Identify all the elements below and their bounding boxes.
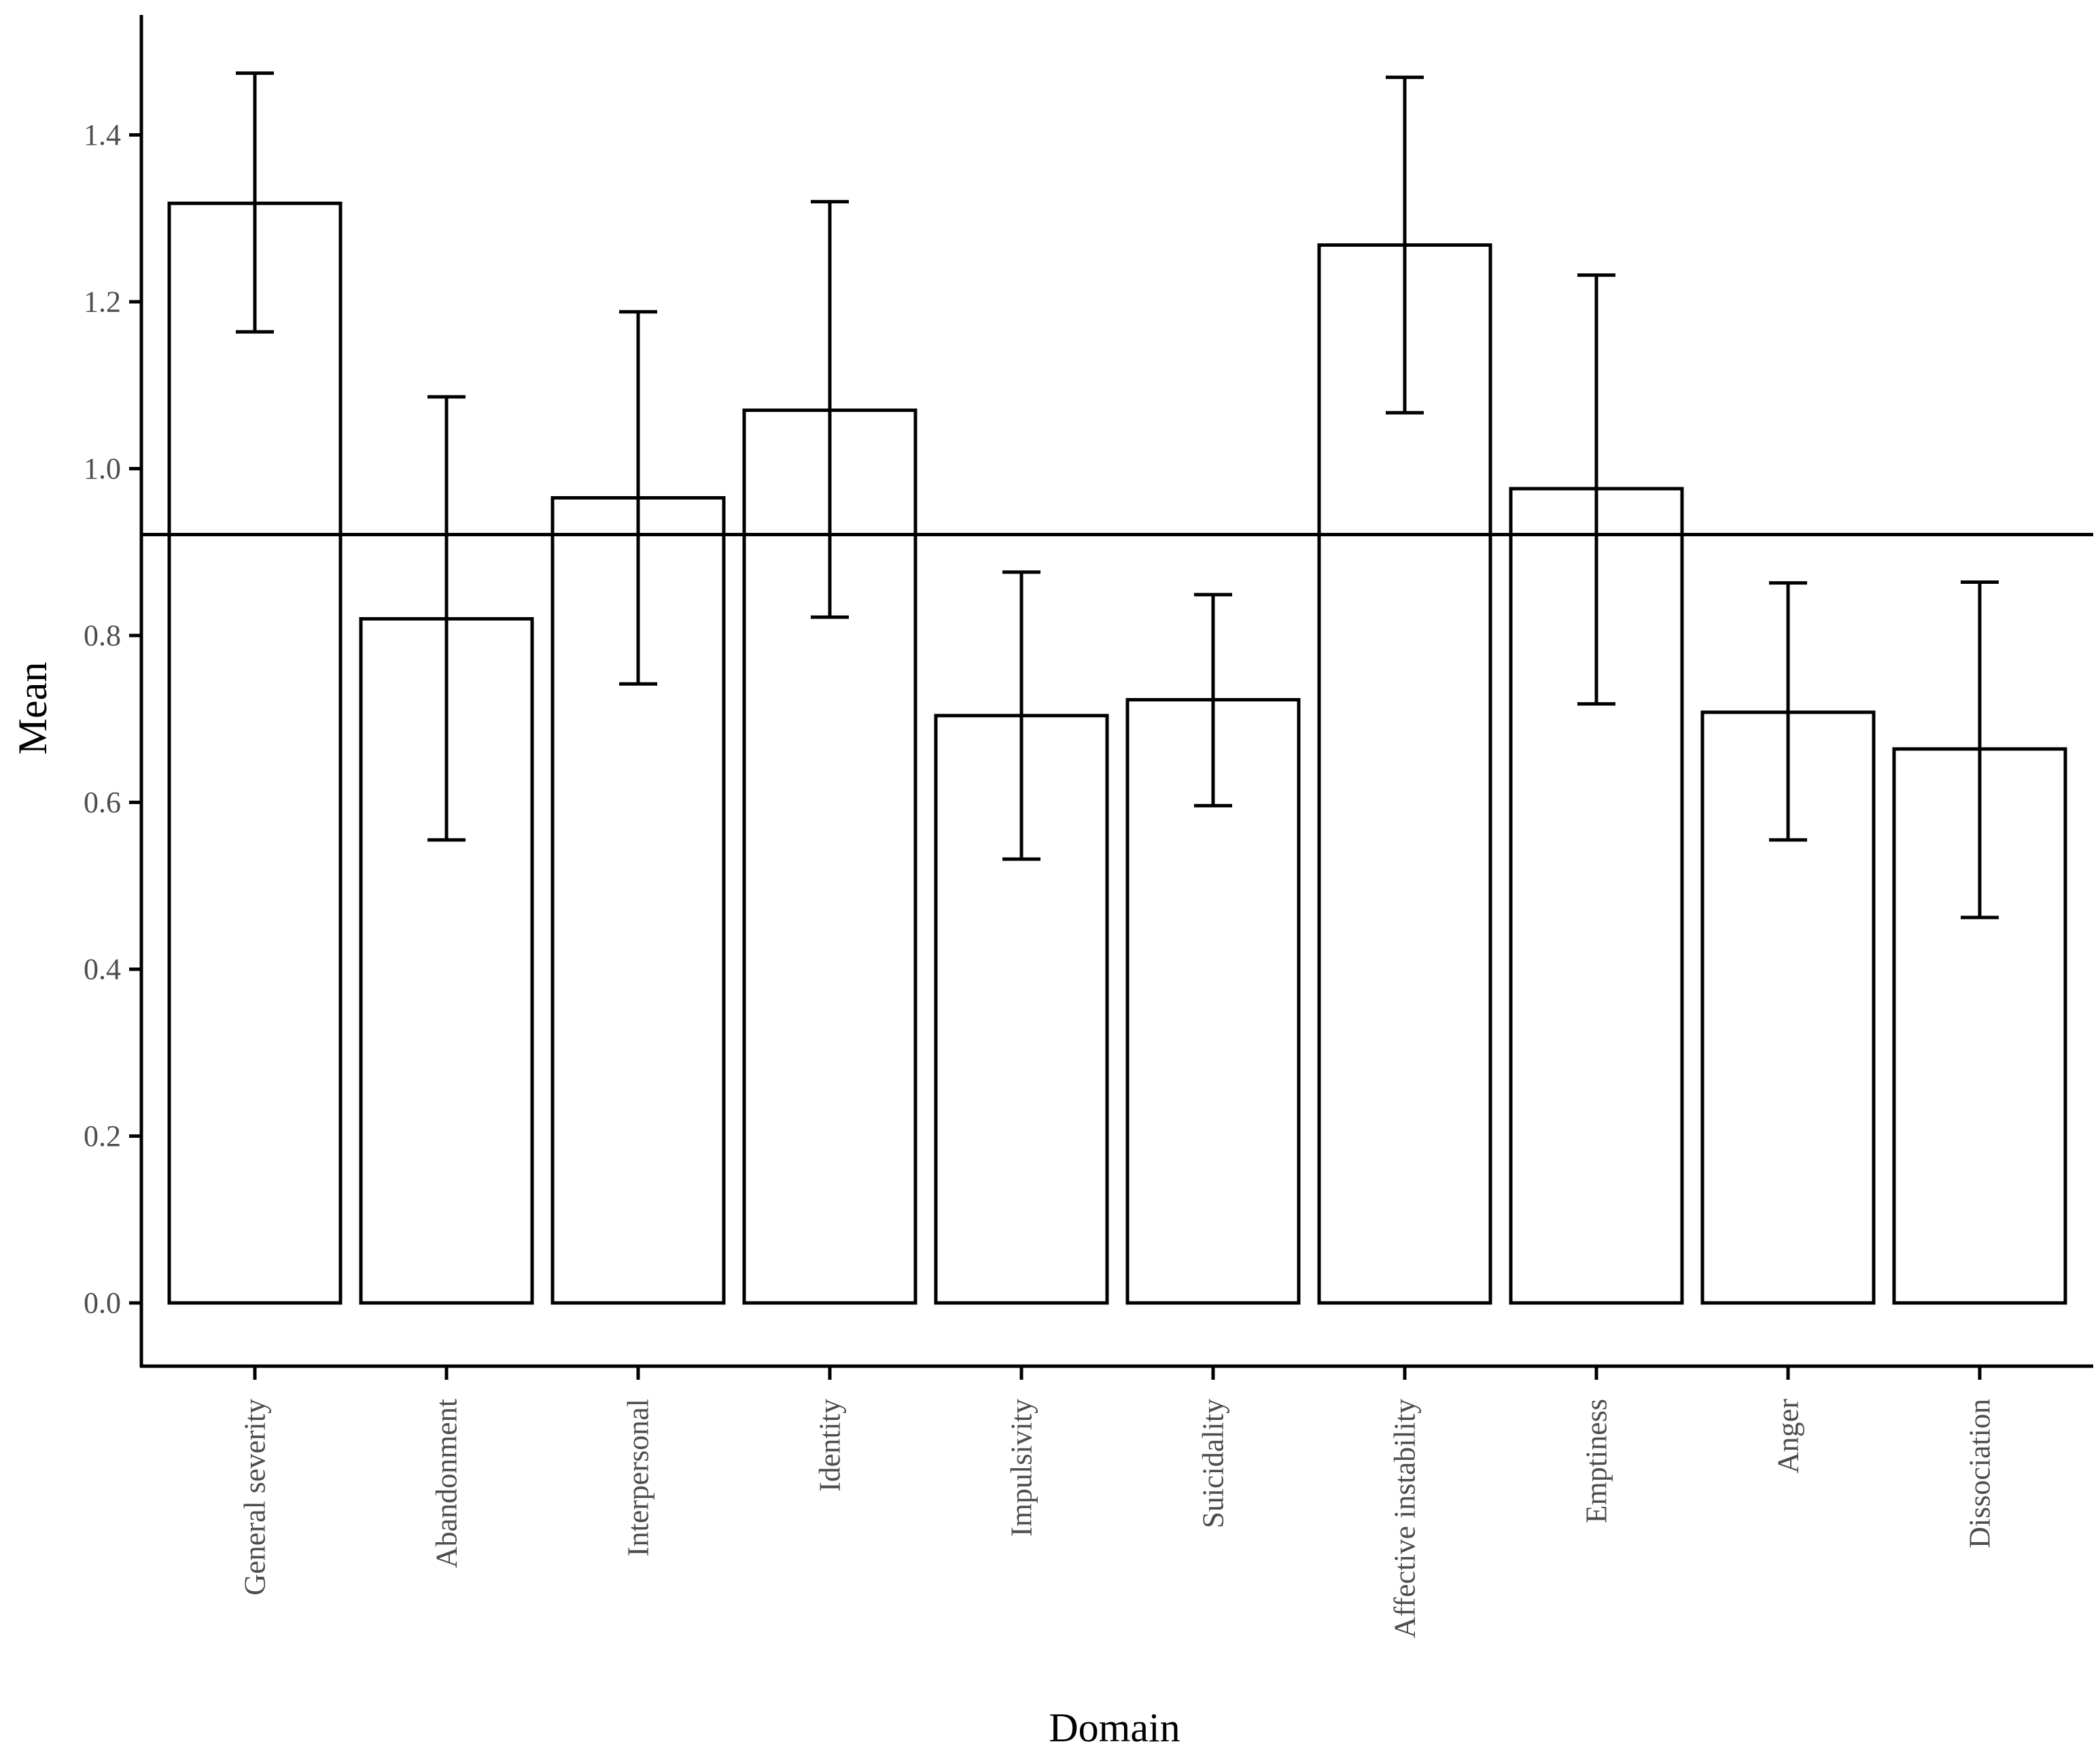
y-tick-label: 0.4	[84, 953, 121, 986]
y-axis-title: Mean	[10, 662, 55, 755]
x-tick-label: Impulsivity	[1005, 1399, 1038, 1537]
x-tick-label: Abandonment	[430, 1399, 463, 1568]
bars-layer	[167, 201, 2067, 1305]
x-tick-label: Anger	[1772, 1399, 1805, 1474]
x-tick-label: Interpersonal	[622, 1399, 655, 1556]
error-bar	[1769, 581, 1807, 842]
y-tick-label: 0.6	[84, 786, 121, 819]
y-ticks-layer: 0.0 0.2 0.4 0.6 0.8 1.0 1.2 1.4	[84, 118, 141, 1320]
bar-affective-instability	[1317, 243, 1492, 1305]
bar-general-severity	[167, 201, 343, 1305]
bar-dissociation	[1892, 747, 2067, 1305]
axes-layer	[139, 15, 2093, 1368]
x-tick-label: General severity	[239, 1399, 272, 1596]
x-tick-label: Dissociation	[1963, 1399, 1997, 1548]
x-ticks-layer: General severity Abandonment Interpersonal…	[239, 1366, 1997, 1638]
x-tick-label: Identity	[813, 1399, 847, 1492]
y-tick-label: 1.0	[84, 452, 121, 485]
error-bar	[1194, 593, 1232, 807]
x-tick-label: Affective instability	[1388, 1399, 1422, 1638]
y-tick-label: 0.2	[84, 1119, 121, 1153]
error-bar	[811, 200, 849, 619]
y-tick-label: 0.0	[84, 1287, 121, 1320]
error-bar	[1386, 75, 1424, 415]
x-tick-label: Emptiness	[1580, 1399, 1613, 1523]
error-bar	[427, 395, 466, 842]
error-bar	[1577, 273, 1615, 706]
error-bar	[619, 310, 657, 686]
x-axis-title: Domain	[1049, 1705, 1180, 1750]
y-tick-label: 0.8	[84, 619, 121, 652]
y-tick-label: 1.4	[84, 118, 121, 152]
error-bar	[1002, 570, 1040, 861]
x-tick-label: Suicidality	[1197, 1399, 1230, 1529]
error-bar	[236, 71, 274, 334]
error-bars-layer	[236, 71, 1999, 920]
y-tick-label: 1.2	[84, 285, 121, 319]
error-bar	[1961, 580, 1999, 920]
